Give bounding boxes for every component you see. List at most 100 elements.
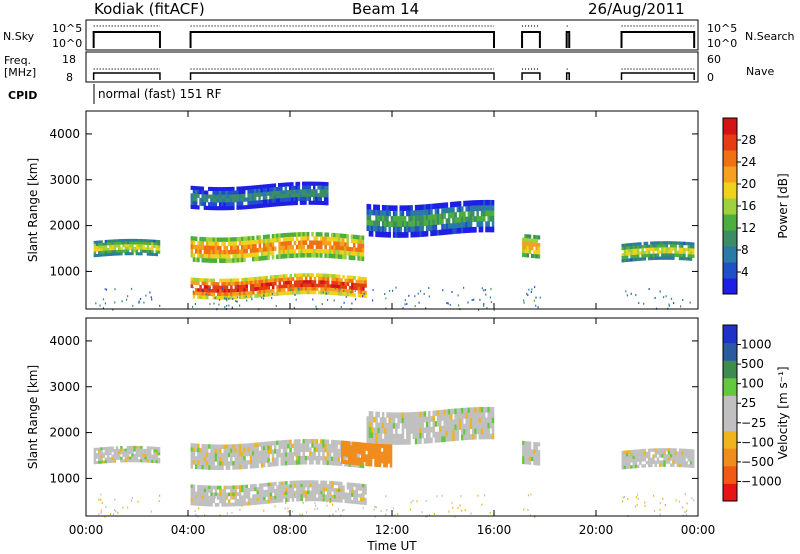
velocity-echo-cell xyxy=(260,483,264,488)
velocity-echo-cell xyxy=(247,494,251,499)
velocity-echo-cell xyxy=(489,433,493,440)
velocity-echo-cell xyxy=(122,451,125,455)
power-echo-cell xyxy=(256,252,259,257)
velocity-echo-cell xyxy=(223,485,227,490)
velocity-echo-cell xyxy=(359,493,363,498)
velocity-echo-cell xyxy=(100,452,103,456)
power-echo-cell xyxy=(291,189,294,194)
power-echo-cell xyxy=(124,252,128,256)
velocity-echo-cell xyxy=(359,500,363,505)
velocity-echo-cell xyxy=(131,451,134,455)
power-echo-cell xyxy=(197,240,200,246)
velocity-echo-cell xyxy=(687,455,691,459)
velocity-echo-cell xyxy=(309,455,312,461)
velocity-echo-cell xyxy=(399,433,402,440)
velocity-echo-cell xyxy=(474,407,477,413)
power-echo-cell xyxy=(197,253,200,258)
power-echo-cell xyxy=(329,273,332,278)
velocity-echo-cell xyxy=(236,448,240,453)
velocity-echo-cell xyxy=(140,446,143,449)
power-echo-cell xyxy=(201,190,204,195)
power-echo-cell xyxy=(412,231,416,238)
velocity-echo-cell xyxy=(276,488,279,493)
velocity-echo-cell xyxy=(238,456,242,461)
velocity-echo-cell xyxy=(625,456,629,460)
power-noise-point xyxy=(114,301,116,304)
power-echo-cell xyxy=(326,280,330,285)
velocity-echo-cell xyxy=(295,456,299,461)
velocity-echo-cell xyxy=(445,430,449,437)
power-echo-cell xyxy=(142,247,145,251)
velocity-echo-cell xyxy=(333,452,336,458)
power-echo-cell xyxy=(299,193,303,198)
power-echo-cell xyxy=(312,200,316,205)
velocity-echo-cell xyxy=(326,494,330,499)
velocity-echo-cell xyxy=(291,480,295,485)
velocity-echo-cell xyxy=(374,443,377,448)
power-echo-cell xyxy=(324,273,328,278)
power-echo-cell xyxy=(674,241,677,245)
power-echo-cell xyxy=(243,295,246,299)
velocity-noise-point xyxy=(684,511,686,513)
power-noise-point xyxy=(680,305,682,308)
velocity-noise-point xyxy=(691,497,693,500)
velocity-echo-cell xyxy=(284,456,288,462)
power-echo-cell xyxy=(98,240,101,244)
power-echo-cell xyxy=(678,253,682,258)
power-echo-cell xyxy=(192,281,196,285)
power-echo-cell xyxy=(293,189,296,194)
velocity-echo-cell xyxy=(331,448,334,453)
power-echo-cell xyxy=(373,204,376,211)
xtick-label: 12:00 xyxy=(375,523,410,537)
velocity-echo-cell xyxy=(304,460,308,465)
power-echo-cell xyxy=(337,274,341,279)
power-noise-point xyxy=(451,291,453,293)
power-echo-cell xyxy=(326,287,330,292)
velocity-echo-cell xyxy=(243,488,246,493)
velocity-echo-cell xyxy=(93,458,97,462)
power-echo-cell xyxy=(260,199,263,205)
power-echo-cell xyxy=(192,294,196,299)
velocity-echo-cell xyxy=(280,481,284,486)
velocity-echo-cell xyxy=(342,488,345,493)
power-echo-cell xyxy=(247,189,250,194)
power-echo-cell xyxy=(308,185,312,190)
power-echo-cell xyxy=(140,241,143,245)
velocity-noise-point xyxy=(204,514,206,517)
velocity-echo-cell xyxy=(461,424,464,430)
velocity-echo-cell xyxy=(249,464,253,469)
power-echo-cell xyxy=(230,249,233,255)
velocity-echo-cell xyxy=(376,459,379,464)
power-echo-cell xyxy=(243,240,246,246)
power-noise-point xyxy=(232,297,234,300)
velocity-echo-cell xyxy=(291,456,295,461)
velocity-echo-cell xyxy=(634,461,638,466)
velocity-echo-cell xyxy=(100,457,103,461)
xtick-label: 04:00 xyxy=(171,523,206,537)
power-echo-cell xyxy=(289,245,292,250)
velocity-echo-cell xyxy=(362,497,365,502)
velocity-echo-cell xyxy=(528,441,532,446)
power-echo-cell xyxy=(249,248,253,254)
velocity-echo-cell xyxy=(621,463,624,467)
power-echo-cell xyxy=(311,253,314,258)
velocity-echo-cell xyxy=(210,452,213,458)
power-colorbar-swatch xyxy=(723,182,737,199)
power-echo-cell xyxy=(395,226,398,233)
velocity-echo-cell xyxy=(621,450,624,455)
velocity-echo-cell xyxy=(678,463,682,468)
power-echo-cell xyxy=(467,200,471,207)
power-echo-cell xyxy=(216,282,220,286)
velocity-echo-cell xyxy=(436,431,440,438)
velocity-echo-cell xyxy=(214,448,218,454)
power-echo-cell xyxy=(234,241,237,246)
power-echo-cell xyxy=(691,251,695,255)
power-echo-cell xyxy=(687,251,691,255)
velocity-echo-cell xyxy=(386,422,389,429)
power-noise-point xyxy=(402,307,404,309)
velocity-echo-cell xyxy=(194,498,198,503)
power-echo-cell xyxy=(212,282,216,286)
velocity-echo-cell xyxy=(362,494,365,498)
power-echo-cell xyxy=(652,253,655,257)
velocity-noise-point xyxy=(335,510,337,513)
